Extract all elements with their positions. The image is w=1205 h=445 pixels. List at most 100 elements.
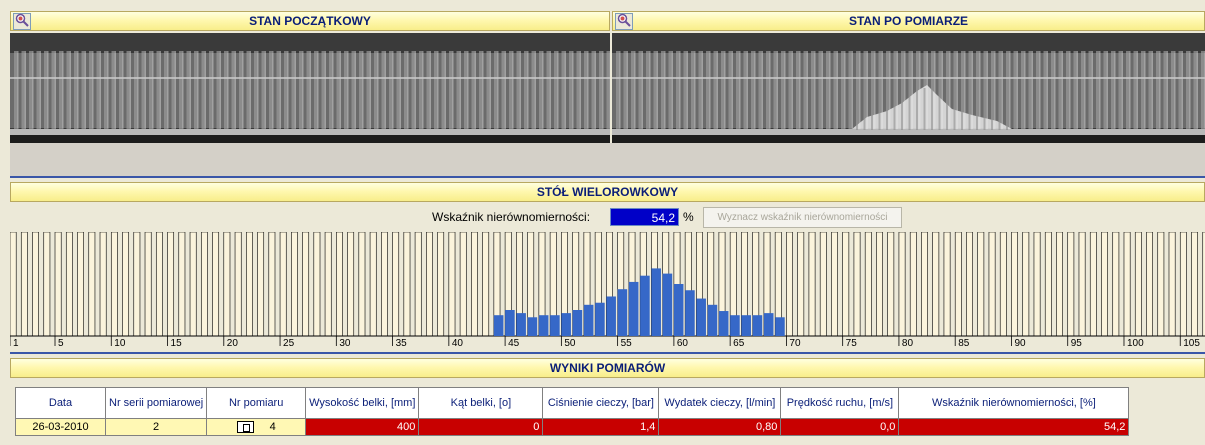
- initial-state-title: STAN POCZĄTKOWY: [249, 14, 371, 28]
- channel-slot: [921, 232, 928, 337]
- x-tick-label: 10: [114, 338, 126, 346]
- channel-bar: [561, 313, 571, 336]
- channel-slot: [381, 232, 388, 337]
- compute-ratio-button[interactable]: Wyznacz wskaźnik nierównomierności: [703, 207, 902, 228]
- x-tick-label: 65: [733, 338, 745, 346]
- channel-bar: [583, 304, 594, 336]
- channel-slot: [842, 232, 850, 337]
- x-tick-label: 5: [58, 338, 64, 346]
- cell-series[interactable]: 2: [104, 418, 208, 436]
- ratio-row: Wskaźnik nierównomierności: 54,2 % Wyzna…: [10, 205, 1205, 230]
- channel-slot: [200, 232, 208, 337]
- channel-slot: [155, 232, 163, 337]
- channel-slot: [167, 232, 175, 337]
- column-header[interactable]: Nr serii pomiarowej: [104, 387, 208, 419]
- channel-bar: [628, 281, 639, 336]
- column-header[interactable]: Wskaźnik nierównomierności, [%]: [898, 387, 1130, 419]
- cell-ratio[interactable]: 54,2: [898, 418, 1130, 436]
- multi-channel-table-header: STÓŁ WIELOROWKOWY: [10, 182, 1205, 202]
- x-tick-label: 30: [339, 338, 351, 346]
- column-header[interactable]: Ciśnienie cieczy, [bar]: [542, 387, 660, 419]
- channel-slot: [99, 232, 107, 337]
- channel-bar: [640, 275, 650, 336]
- channel-slot: [1202, 232, 1205, 337]
- x-tick-label: 70: [789, 338, 801, 346]
- channel-bar: [538, 315, 549, 336]
- x-tick-label: 80: [902, 338, 914, 346]
- channel-bar: [617, 289, 628, 336]
- column-header[interactable]: Wysokość belki, [mm]: [305, 387, 420, 419]
- after-state-image: [612, 33, 1205, 143]
- results-table: Data Nr serii pomiarowej Nr pomiaru Wyso…: [15, 387, 1130, 436]
- channel-slot: [1056, 232, 1063, 337]
- channel-bar: [572, 310, 583, 336]
- zoom-after-button[interactable]: [615, 13, 633, 30]
- cell-pressure[interactable]: 1,4: [542, 418, 660, 436]
- channel-slot: [1112, 232, 1120, 337]
- channel-bar: [595, 302, 605, 336]
- channel-bar: [516, 313, 526, 336]
- channel-slot: [932, 232, 940, 337]
- channel-slot: [245, 232, 253, 337]
- channel-slot: [943, 232, 951, 337]
- table-row[interactable]: 26-03-2010 2 4 400 0 1,4 0,80 0,0 54,2: [15, 418, 1130, 436]
- cell-flow[interactable]: 0,80: [658, 418, 782, 436]
- channel-slot: [302, 232, 310, 337]
- column-header[interactable]: Prędkość ruchu, [m/s]: [780, 387, 900, 419]
- channel-distribution-chart: 1 5 10 15 20 25 30 35 40 45 50 55 60 65 70 75 80 85 90 95 10…: [10, 232, 1205, 346]
- after-state-header: STAN PO POMIARZE: [612, 11, 1205, 31]
- results-title: WYNIKI POMIARÓW: [549, 361, 666, 375]
- channel-slot: [1191, 232, 1198, 337]
- channel-slot: [144, 232, 152, 337]
- ratio-value-field[interactable]: 54,2: [610, 208, 679, 226]
- column-header[interactable]: Kąt belki, [o]: [418, 387, 544, 419]
- column-header[interactable]: Wydatek cieczy, [l/min]: [658, 387, 782, 419]
- channel-slot: [223, 232, 231, 337]
- zoom-initial-button[interactable]: [13, 13, 31, 30]
- measurement-icon: [236, 421, 254, 434]
- x-tick-label: 85: [958, 338, 970, 346]
- channel-bar: [718, 311, 729, 336]
- channel-bar: [741, 315, 751, 336]
- channel-slot: [977, 232, 985, 337]
- channel-bar: [662, 273, 673, 336]
- after-state-title: STAN PO POMIARZE: [848, 14, 969, 28]
- cell-measurement[interactable]: 4: [206, 418, 307, 436]
- channel-slot: [77, 232, 85, 337]
- x-tick-label: 35: [396, 338, 408, 346]
- channel-slot: [1179, 232, 1187, 337]
- x-tick-label: 105: [1183, 338, 1200, 346]
- channel-slot: [1011, 232, 1018, 337]
- channel-slot: [1044, 232, 1052, 337]
- column-header[interactable]: Data: [15, 387, 106, 419]
- channel-slot: [459, 232, 467, 337]
- cell-speed[interactable]: 0,0: [780, 418, 900, 436]
- channel-bar: [505, 310, 515, 336]
- channel-bar: [685, 290, 695, 336]
- cell-beam-angle[interactable]: 0: [418, 418, 544, 436]
- channel-slot: [887, 232, 895, 337]
- x-tick-label: 100: [1127, 338, 1144, 346]
- cell-date[interactable]: 26-03-2010: [15, 418, 106, 436]
- magnifier-icon: [15, 13, 29, 30]
- column-header[interactable]: Nr pomiaru: [206, 387, 307, 419]
- channel-slot: [65, 232, 73, 337]
- multi-channel-table-title: STÓŁ WIELOROWKOWY: [536, 185, 679, 199]
- channel-slot: [988, 232, 996, 337]
- channel-slot: [43, 232, 51, 337]
- channel-slot: [1123, 232, 1131, 337]
- x-tick-label: 60: [677, 338, 689, 346]
- channel-slot: [347, 232, 355, 337]
- channel-slot: [1067, 232, 1075, 337]
- channel-bar: [730, 315, 740, 336]
- channel-bar: [673, 284, 684, 336]
- channel-slot: [279, 232, 287, 337]
- channel-bar: [775, 317, 785, 336]
- magnifier-icon: [617, 13, 631, 30]
- measurement-number: 4: [269, 420, 276, 433]
- channel-slot: [313, 232, 321, 337]
- ratio-label: Wskaźnik nierównomierności:: [432, 210, 591, 224]
- channel-slot: [133, 232, 141, 337]
- cell-beam-height[interactable]: 400: [305, 418, 420, 436]
- x-tick-label: 40: [452, 338, 464, 346]
